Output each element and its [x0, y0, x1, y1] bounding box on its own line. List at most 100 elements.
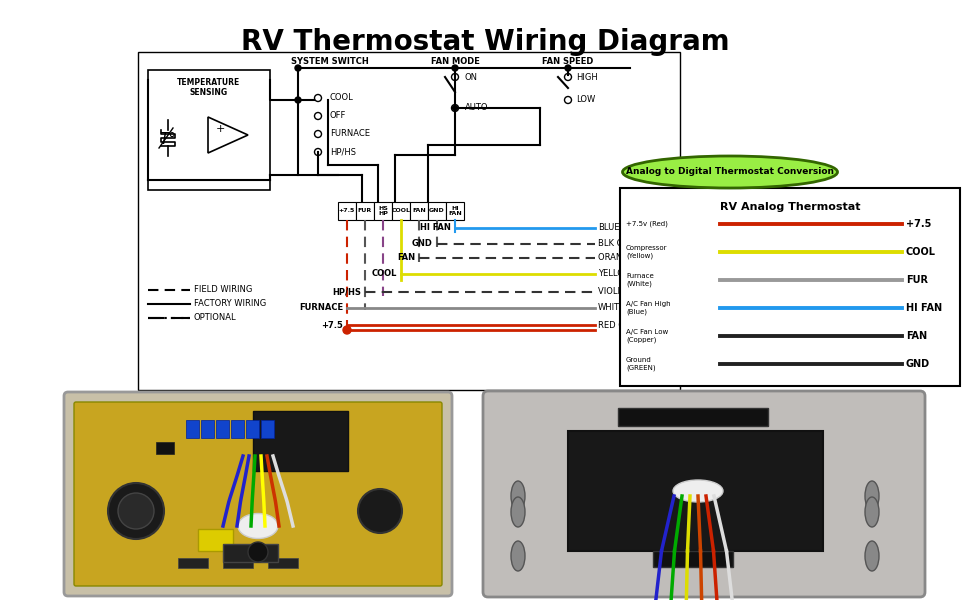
Ellipse shape	[672, 480, 722, 502]
Bar	[391, 202, 410, 220]
FancyBboxPatch shape	[74, 402, 442, 586]
Bar	[267, 558, 297, 568]
Circle shape	[108, 483, 164, 539]
Text: FAN SPEED: FAN SPEED	[542, 57, 593, 66]
Text: HI FAN: HI FAN	[905, 303, 941, 313]
Bar	[186, 420, 199, 438]
Bar	[261, 420, 273, 438]
Bar	[619, 188, 959, 386]
Text: RV Analog Thermostat: RV Analog Thermostat	[719, 202, 860, 212]
Text: FACTORY WIRING: FACTORY WIRING	[194, 299, 266, 308]
Bar	[231, 420, 244, 438]
Bar	[223, 544, 278, 562]
Bar	[223, 558, 253, 568]
Text: HIGH: HIGH	[576, 73, 597, 82]
Text: GND: GND	[428, 208, 445, 214]
Ellipse shape	[511, 541, 524, 571]
Text: Furnace
(White): Furnace (White)	[625, 273, 653, 287]
Bar	[156, 442, 173, 454]
Bar	[178, 558, 207, 568]
Ellipse shape	[622, 156, 836, 188]
Text: +: +	[215, 124, 225, 134]
Text: HP/HS: HP/HS	[329, 148, 356, 157]
Bar	[198, 529, 233, 551]
Text: FAN: FAN	[905, 331, 926, 341]
Text: GND: GND	[905, 359, 929, 369]
Text: HP/HS: HP/HS	[331, 287, 360, 296]
Text: RV Thermostat Wiring Diagram: RV Thermostat Wiring Diagram	[240, 28, 729, 56]
Text: ON: ON	[464, 73, 478, 82]
Text: BLUE: BLUE	[597, 223, 619, 232]
Text: Ground
(GREEN): Ground (GREEN)	[625, 357, 655, 371]
Circle shape	[564, 65, 571, 71]
Text: T°: T°	[159, 133, 176, 148]
Text: Analog to Digital Thermostat Conversion: Analog to Digital Thermostat Conversion	[625, 167, 833, 176]
Text: A/C Fan High
(Blue): A/C Fan High (Blue)	[625, 301, 670, 315]
Text: VIOLET OR ORANGE*: VIOLET OR ORANGE*	[597, 287, 685, 296]
Text: WHITE*: WHITE*	[597, 304, 629, 313]
Bar	[374, 202, 391, 220]
Text: COOL: COOL	[905, 247, 935, 257]
Text: SYSTEM SWITCH: SYSTEM SWITCH	[291, 57, 368, 66]
Bar	[617, 408, 767, 426]
Text: ORANGE OR TAN*: ORANGE OR TAN*	[597, 253, 672, 263]
Text: +7.5: +7.5	[905, 219, 930, 229]
Text: +7.5: +7.5	[338, 208, 355, 214]
Text: FURNACE: FURNACE	[329, 130, 369, 139]
FancyBboxPatch shape	[483, 391, 924, 597]
Text: +7.5: +7.5	[321, 320, 343, 329]
Text: HS
HP: HS HP	[378, 206, 388, 217]
Text: Compressor
(Yellow): Compressor (Yellow)	[625, 245, 667, 259]
Ellipse shape	[864, 481, 878, 511]
Text: OFF: OFF	[329, 112, 346, 121]
Ellipse shape	[864, 541, 878, 571]
Text: COOL: COOL	[391, 208, 410, 214]
Text: FIELD WIRING: FIELD WIRING	[194, 286, 252, 295]
Text: LOW: LOW	[576, 95, 595, 104]
Text: FAN MODE: FAN MODE	[430, 57, 479, 66]
Text: COOL: COOL	[371, 269, 396, 278]
Ellipse shape	[511, 481, 524, 511]
Ellipse shape	[511, 497, 524, 527]
Bar	[253, 411, 348, 471]
Bar	[216, 420, 229, 438]
Text: FUR: FUR	[905, 275, 927, 285]
Bar	[138, 52, 679, 390]
Bar	[337, 202, 356, 220]
Text: TEMPERATURE
SENSING: TEMPERATURE SENSING	[177, 78, 240, 97]
Bar	[446, 202, 463, 220]
Text: BLK OR GREEN*: BLK OR GREEN*	[597, 239, 665, 248]
Bar	[356, 202, 374, 220]
Circle shape	[295, 97, 300, 103]
Circle shape	[452, 106, 457, 110]
Text: AUTO: AUTO	[464, 103, 488, 113]
Circle shape	[452, 65, 457, 71]
Bar	[568, 431, 822, 551]
Bar	[427, 202, 446, 220]
Text: YELLOW: YELLOW	[597, 269, 632, 278]
Text: FURNACE: FURNACE	[298, 304, 343, 313]
Text: COOL: COOL	[329, 94, 354, 103]
Ellipse shape	[237, 514, 278, 539]
Text: A/C Fan Low
(Copper): A/C Fan Low (Copper)	[625, 329, 668, 343]
Circle shape	[118, 493, 154, 529]
Circle shape	[295, 65, 300, 71]
Text: +7.5v (Red): +7.5v (Red)	[625, 221, 668, 227]
Text: HI FAN: HI FAN	[420, 223, 451, 232]
FancyBboxPatch shape	[64, 392, 452, 596]
Circle shape	[248, 542, 267, 562]
Circle shape	[343, 326, 351, 334]
Circle shape	[358, 489, 401, 533]
Text: FUR: FUR	[358, 208, 372, 214]
Bar	[201, 420, 214, 438]
Text: FAN: FAN	[412, 208, 425, 214]
Text: GND: GND	[412, 239, 432, 248]
Bar	[652, 551, 733, 567]
Text: HI
FAN: HI FAN	[448, 206, 461, 217]
Text: RED OR RED/WHITE*: RED OR RED/WHITE*	[597, 320, 685, 329]
Bar	[246, 420, 259, 438]
Text: OPTIONAL: OPTIONAL	[194, 313, 236, 323]
Bar	[410, 202, 427, 220]
Text: FAN: FAN	[396, 253, 415, 263]
Bar	[148, 70, 269, 190]
